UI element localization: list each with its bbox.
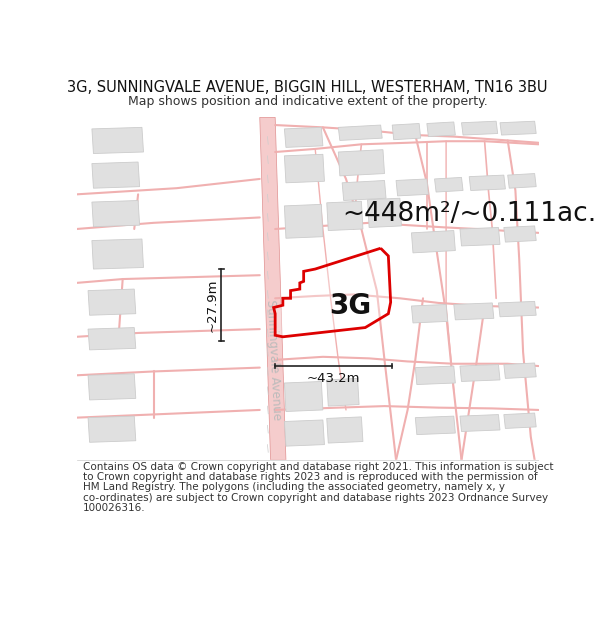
Polygon shape <box>284 381 323 411</box>
Polygon shape <box>88 328 136 350</box>
Text: co-ordinates) are subject to Crown copyright and database rights 2023 Ordnance S: co-ordinates) are subject to Crown copyr… <box>83 492 548 502</box>
Polygon shape <box>460 414 500 431</box>
Polygon shape <box>92 127 143 154</box>
Text: HM Land Registry. The polygons (including the associated geometry, namely x, y: HM Land Registry. The polygons (includin… <box>83 482 505 492</box>
Polygon shape <box>392 124 421 139</box>
Polygon shape <box>338 125 382 141</box>
Text: ~448m²/~0.111ac.: ~448m²/~0.111ac. <box>342 201 596 227</box>
Polygon shape <box>504 413 536 428</box>
Polygon shape <box>396 179 428 196</box>
Bar <box>77 460 539 556</box>
Polygon shape <box>284 154 325 182</box>
Polygon shape <box>88 374 136 400</box>
Polygon shape <box>504 226 536 242</box>
Polygon shape <box>460 364 500 381</box>
Text: ~43.2m: ~43.2m <box>307 372 361 385</box>
Polygon shape <box>469 175 505 191</box>
Text: 3G, SUNNINGVALE AVENUE, BIGGIN HILL, WESTERHAM, TN16 3BU: 3G, SUNNINGVALE AVENUE, BIGGIN HILL, WES… <box>67 80 548 95</box>
Polygon shape <box>434 177 463 192</box>
Polygon shape <box>284 420 325 446</box>
Text: Map shows position and indicative extent of the property.: Map shows position and indicative extent… <box>128 96 487 109</box>
Polygon shape <box>500 121 536 135</box>
Polygon shape <box>460 228 500 246</box>
Polygon shape <box>415 416 455 434</box>
Bar <box>77 118 539 460</box>
Polygon shape <box>499 301 536 317</box>
Polygon shape <box>274 248 391 337</box>
Polygon shape <box>461 121 497 135</box>
Text: Contains OS data © Crown copyright and database right 2021. This information is : Contains OS data © Crown copyright and d… <box>83 461 553 471</box>
Polygon shape <box>427 122 455 137</box>
Polygon shape <box>92 201 140 227</box>
Polygon shape <box>92 162 140 188</box>
Text: Sunningvale Avenue: Sunningvale Avenue <box>264 299 283 421</box>
Polygon shape <box>504 363 536 378</box>
Polygon shape <box>342 181 386 201</box>
Polygon shape <box>327 417 363 443</box>
Polygon shape <box>327 378 359 406</box>
Polygon shape <box>338 150 385 176</box>
Polygon shape <box>454 303 494 320</box>
Polygon shape <box>88 416 136 442</box>
Polygon shape <box>368 198 401 228</box>
Text: 3G: 3G <box>329 292 371 320</box>
Polygon shape <box>412 231 455 253</box>
Text: to Crown copyright and database rights 2023 and is reproduced with the permissio: to Crown copyright and database rights 2… <box>83 472 537 482</box>
Polygon shape <box>412 304 448 323</box>
Polygon shape <box>508 174 536 188</box>
Text: 100026316.: 100026316. <box>83 503 145 513</box>
Polygon shape <box>327 201 363 231</box>
Polygon shape <box>260 118 286 460</box>
Polygon shape <box>415 366 455 384</box>
Polygon shape <box>284 204 323 238</box>
Polygon shape <box>92 239 143 269</box>
Polygon shape <box>284 127 323 148</box>
Text: ~27.9m: ~27.9m <box>206 278 218 332</box>
Polygon shape <box>88 289 136 315</box>
